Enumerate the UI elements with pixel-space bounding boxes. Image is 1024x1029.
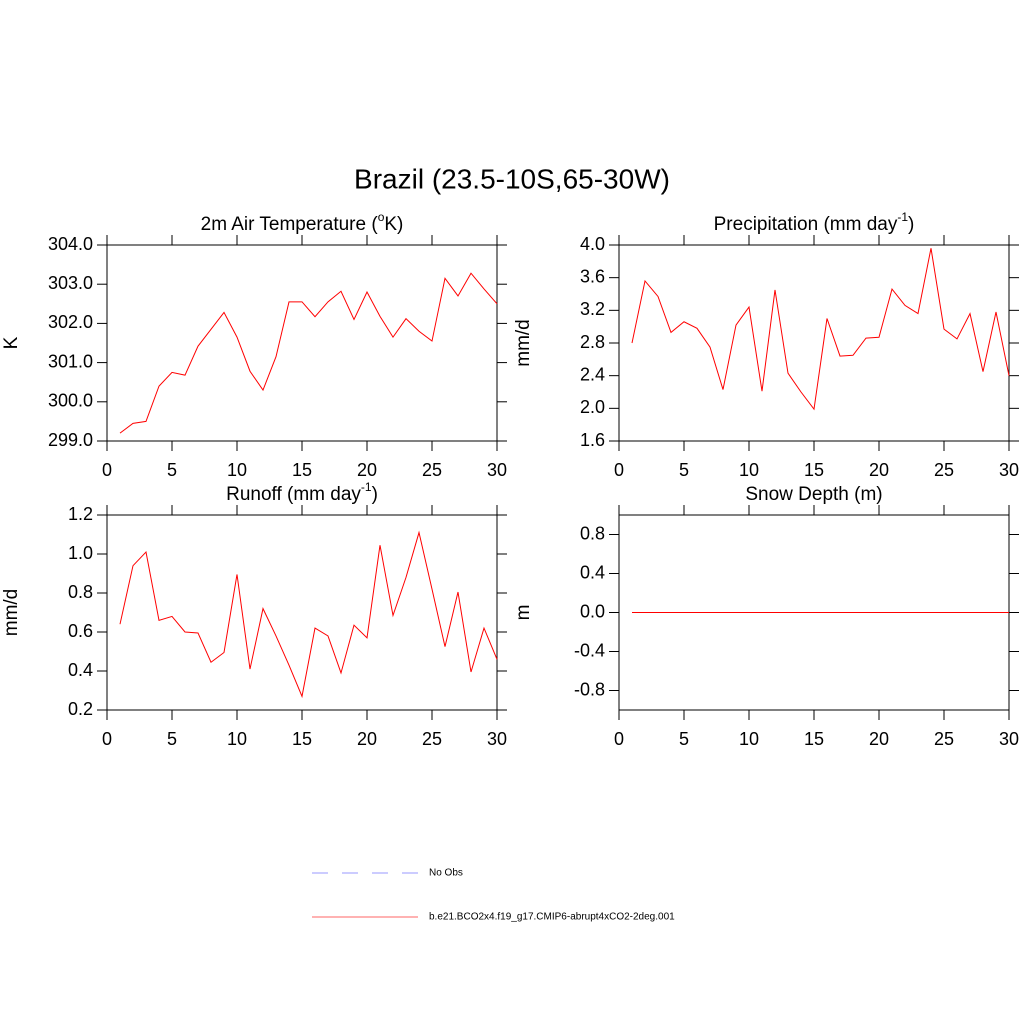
x-tick-label: 10: [227, 460, 247, 480]
x-tick-label: 30: [999, 460, 1019, 480]
x-tick-label: 30: [487, 460, 507, 480]
y-tick-label: 0.4: [68, 660, 93, 680]
x-tick-label: 25: [934, 460, 954, 480]
y-axis-label: mm/d: [513, 319, 534, 367]
x-tick-label: 20: [357, 460, 377, 480]
x-tick-label: 10: [739, 460, 759, 480]
legend-label: b.e21.BCO2x4.f19_g17.CMIP6-abrupt4xCO2-2…: [429, 912, 675, 923]
title-part: Runoff (mm day: [226, 484, 361, 505]
y-axis-label: m: [513, 605, 534, 621]
legend-label: No Obs: [429, 868, 463, 879]
title-part: Precipitation (mm day: [714, 214, 898, 235]
x-tick-label: 20: [869, 729, 889, 749]
x-tick-label: 30: [999, 729, 1019, 749]
x-tick-label: 15: [804, 460, 824, 480]
title-part: ): [372, 484, 378, 505]
title-superscript: -1: [897, 210, 908, 224]
plot-frame: [106, 244, 498, 442]
x-tick-label: 20: [357, 729, 377, 749]
x-tick-label: 0: [102, 729, 112, 749]
y-tick-label: 0.8: [68, 582, 93, 602]
plot-frame: [106, 514, 498, 711]
x-tick-label: 15: [292, 460, 312, 480]
y-tick-label: 1.6: [580, 430, 605, 450]
panel-title: Precipitation (mm day-1): [714, 210, 915, 235]
y-tick-label: 303.0: [48, 273, 93, 293]
x-tick-label: 25: [422, 729, 442, 749]
title-part: ): [908, 214, 914, 235]
y-tick-label: -0.4: [574, 640, 605, 660]
x-tick-label: 5: [167, 729, 177, 749]
x-tick-label: 25: [422, 460, 442, 480]
data-line: [119, 272, 498, 434]
y-tick-label: 300.0: [48, 391, 93, 411]
y-tick-label: 301.0: [48, 351, 93, 371]
y-axis-label: mm/d: [1, 589, 22, 637]
y-tick-label: 0.8: [580, 523, 605, 543]
y-tick-label: 0.6: [68, 621, 93, 641]
y-tick-label: 4.0: [580, 234, 605, 254]
y-tick-label: 0.0: [580, 601, 605, 621]
y-tick-label: 304.0: [48, 234, 93, 254]
x-tick-label: 15: [292, 729, 312, 749]
y-tick-label: 2.4: [580, 364, 605, 384]
x-tick-label: 0: [614, 460, 624, 480]
x-tick-label: 10: [739, 729, 759, 749]
plot-frame: [618, 244, 1010, 442]
x-tick-label: 20: [869, 460, 889, 480]
x-tick-label: 5: [167, 460, 177, 480]
panel-title: 2m Air Temperature (oK): [201, 210, 404, 235]
y-tick-label: 302.0: [48, 312, 93, 332]
panel-title: Runoff (mm day-1): [226, 480, 378, 505]
title-part: K): [384, 214, 403, 235]
x-tick-label: 5: [679, 729, 689, 749]
y-tick-label: 1.0: [68, 543, 93, 563]
panel-title: Snow Depth (m): [745, 484, 882, 505]
data-line: [119, 530, 498, 699]
y-tick-label: 1.2: [68, 504, 93, 524]
x-tick-label: 25: [934, 729, 954, 749]
data-line: [631, 248, 1010, 411]
x-tick-label: 10: [227, 729, 247, 749]
y-tick-label: 0.2: [68, 699, 93, 719]
x-tick-label: 0: [614, 729, 624, 749]
x-tick-label: 0: [102, 460, 112, 480]
title-part: 2m Air Temperature (: [201, 214, 379, 235]
y-tick-label: 3.2: [580, 299, 605, 319]
x-tick-label: 15: [804, 729, 824, 749]
title-superscript: -1: [361, 480, 372, 494]
y-tick-label: 0.4: [580, 562, 605, 582]
y-tick-label: 2.0: [580, 397, 605, 417]
y-tick-label: 3.6: [580, 266, 605, 286]
x-tick-label: 5: [679, 460, 689, 480]
x-tick-label: 30: [487, 729, 507, 749]
y-tick-label: 299.0: [48, 430, 93, 450]
y-tick-label: 2.8: [580, 332, 605, 352]
title-superscript: o: [378, 210, 385, 224]
title-part: Snow Depth (m): [745, 484, 882, 505]
y-tick-label: -0.8: [574, 679, 605, 699]
figure-title: Brazil (23.5-10S,65-30W): [354, 163, 670, 194]
y-axis-label: K: [1, 336, 22, 349]
